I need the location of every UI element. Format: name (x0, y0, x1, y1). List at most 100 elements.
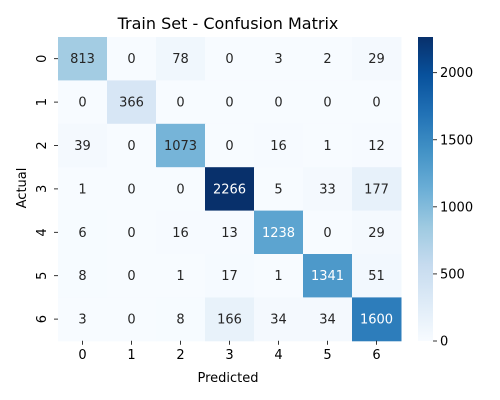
cell-value-label: 813 (70, 52, 95, 67)
cell-value-label: 39 (74, 139, 91, 154)
cell-value-label: 8 (176, 313, 184, 328)
cell-value-label: 1 (176, 269, 184, 284)
cell-value-label: 16 (172, 226, 189, 241)
y-tick-label: 0 (35, 55, 50, 63)
heatmap-cell (254, 210, 304, 255)
cell-value-label: 1 (274, 269, 282, 284)
heatmap-cell (107, 167, 157, 212)
heatmap-cell (107, 297, 157, 342)
heatmap-cell (303, 297, 353, 342)
x-tick-label: 5 (323, 348, 331, 363)
cell-value-label: 0 (127, 226, 135, 241)
heatmap-cell (352, 297, 402, 342)
y-axis-label: Actual (15, 168, 30, 209)
cell-value-label: 166 (217, 313, 242, 328)
colorbar (418, 37, 433, 341)
x-tick-label: 1 (127, 348, 135, 363)
x-axis: 0 1 2 3 4 5 6 (78, 340, 381, 363)
cell-value-label: 34 (319, 313, 336, 328)
x-axis-label: Predicted (197, 371, 258, 386)
cell-value-label: 16 (270, 139, 287, 154)
heatmap-cell (303, 37, 353, 81)
colorbar-tick-label: 1500 (440, 133, 473, 148)
cell-value-label: 177 (364, 182, 389, 197)
heatmap-cell (254, 123, 304, 168)
x-tick-label: 4 (274, 348, 282, 363)
heatmap-cell (254, 297, 304, 342)
cell-value-label: 51 (368, 269, 385, 284)
cell-value-label: 366 (119, 96, 144, 111)
y-tick-label: 1 (35, 98, 50, 106)
cell-value-label: 29 (368, 52, 385, 67)
cell-value-label: 5 (274, 182, 282, 197)
heatmap-cell (352, 210, 402, 255)
heatmap-cell (58, 167, 108, 212)
heatmap-cell (58, 254, 108, 298)
cell-value-label: 0 (225, 139, 233, 154)
cell-value-label: 0 (274, 96, 282, 111)
heatmap-cell (156, 37, 206, 81)
colorbar-ticks: 0 500 1000 1500 2000 (433, 66, 473, 350)
heatmap-cell (58, 123, 108, 168)
heatmap-cell (352, 80, 402, 125)
heatmap-cell (205, 167, 255, 212)
heatmap-cell (352, 123, 402, 168)
colorbar-tick-label: 500 (440, 267, 465, 282)
cell-value-label: 0 (176, 182, 184, 197)
heatmap-cell (107, 210, 157, 255)
colorbar-tick-label: 0 (440, 335, 448, 350)
cell-value-label: 17 (221, 269, 238, 284)
heatmap-cell (58, 37, 108, 81)
heatmap-cell (58, 210, 108, 255)
heatmap-cell (107, 37, 157, 81)
cell-value-label: 8 (78, 269, 86, 284)
heatmap-cell (58, 80, 108, 125)
cell-value-label: 12 (368, 139, 385, 154)
heatmap-cell (156, 210, 206, 255)
heatmap-cell (156, 123, 206, 168)
cell-value-label: 3 (78, 313, 86, 328)
heatmap-cell (205, 297, 255, 342)
cell-value-label: 1341 (311, 269, 344, 284)
cell-value-label: 3 (274, 52, 282, 67)
colorbar-tick-label: 2000 (440, 66, 473, 81)
cell-value-label: 1 (78, 182, 86, 197)
heatmap-cell (352, 254, 402, 298)
y-tick-label: 6 (35, 315, 50, 323)
heatmap-cell (303, 123, 353, 168)
heatmap-cell (107, 123, 157, 168)
heatmap-cell (205, 123, 255, 168)
cell-value-label: 2 (323, 52, 331, 67)
heatmap-cell (352, 167, 402, 212)
heatmap-cell (58, 297, 108, 342)
y-axis: 0 1 2 3 4 5 6 (35, 55, 58, 323)
y-tick-label: 2 (35, 141, 50, 149)
chart-title: Train Set - Confusion Matrix (117, 14, 339, 33)
heatmap-cell (107, 254, 157, 298)
cell-value-label: 29 (368, 226, 385, 241)
cell-value-label: 0 (127, 182, 135, 197)
cell-value-label: 0 (176, 96, 184, 111)
cell-value-label: 0 (127, 313, 135, 328)
cell-value-label: 0 (127, 52, 135, 67)
cell-value-label: 78 (172, 52, 189, 67)
y-tick-label: 4 (35, 228, 50, 236)
heatmap-cell (156, 297, 206, 342)
cell-value-label: 13 (221, 226, 238, 241)
cell-value-label: 0 (225, 52, 233, 67)
heatmap-cell (254, 167, 304, 212)
heatmap-cell (254, 80, 304, 125)
cell-value-label: 0 (78, 96, 86, 111)
heatmap-cell (303, 254, 353, 298)
cell-value-label: 0 (225, 96, 233, 111)
heatmap-cell (352, 37, 402, 81)
cell-value-label: 1238 (262, 226, 295, 241)
heatmap-cell (107, 80, 157, 125)
cell-value-label: 2266 (213, 182, 246, 197)
heatmap-cell (254, 37, 304, 81)
heatmap-cell (205, 254, 255, 298)
y-tick-label: 5 (35, 272, 50, 280)
heatmap-cell (156, 254, 206, 298)
heatmap-cells (58, 37, 402, 342)
